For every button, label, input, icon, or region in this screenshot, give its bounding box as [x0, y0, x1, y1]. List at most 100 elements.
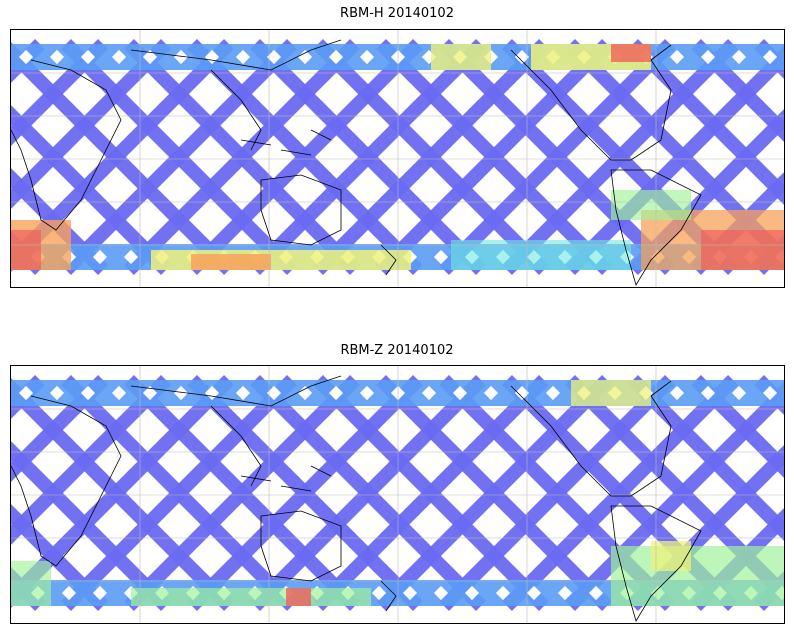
graticule — [11, 30, 784, 287]
hotspot-atlantic-fringe — [611, 190, 691, 220]
swath-line — [11, 375, 108, 482]
hotspot-north-atlantic-core — [611, 44, 651, 62]
africa-coastline — [11, 59, 122, 231]
band-gap — [297, 49, 313, 65]
band-gap — [359, 385, 375, 401]
hotspot-south-pacific — [151, 250, 411, 270]
band-gap — [433, 249, 449, 265]
band-gap — [421, 385, 437, 401]
swath-line — [250, 39, 486, 275]
africa-coastline — [11, 395, 122, 567]
swath-line — [61, 39, 297, 275]
swath-line — [313, 39, 549, 275]
band-gap — [297, 385, 313, 401]
band-gap — [514, 49, 530, 65]
band-gap — [495, 585, 511, 601]
indonesia-coastline — [240, 129, 332, 156]
swath-line — [502, 375, 738, 611]
swath-line — [11, 375, 171, 545]
swath-line — [61, 375, 297, 611]
map-panel-rbm-z — [10, 365, 785, 624]
band-gap — [700, 385, 716, 401]
indonesia-coastline — [240, 465, 332, 492]
band-gap — [371, 585, 387, 601]
band-gap — [452, 385, 468, 401]
swath-line — [124, 375, 360, 611]
asia-coastline — [130, 39, 342, 151]
band-gap — [669, 49, 685, 65]
band-gap — [588, 585, 604, 601]
swath-line — [439, 39, 675, 275]
hotspot-southwest-core — [11, 230, 41, 270]
asia-coastline — [130, 375, 342, 487]
band-gap — [18, 385, 34, 401]
hotspot-south-atlantic — [611, 546, 784, 606]
band-gap — [669, 385, 685, 401]
map-canvas-rbm-z — [11, 366, 784, 623]
swath-line — [691, 375, 784, 478]
panel-title-rbm-z: RBM-Z 20140102 — [340, 343, 454, 358]
swath-line — [124, 39, 360, 275]
band-gap — [464, 585, 480, 601]
band-gap — [483, 385, 499, 401]
hotspot-south-atlantic-core — [701, 230, 784, 270]
hotspot-southwest — [11, 561, 51, 606]
band-gap — [266, 49, 282, 65]
band-gap — [18, 49, 34, 65]
south-america-coastline — [610, 505, 702, 622]
panel-title-rbm-h: RBM-H 20140102 — [340, 6, 454, 21]
map-canvas-rbm-h — [11, 30, 784, 287]
band-gap — [49, 385, 65, 401]
australia-coastline — [260, 174, 342, 246]
south-america-coastline — [610, 169, 702, 286]
swath-line — [376, 375, 612, 611]
swath-line — [565, 382, 784, 611]
hotspot-south-pacific-core — [191, 254, 271, 270]
band-gap — [173, 385, 189, 401]
hotspot-southern-cyan — [451, 240, 631, 270]
swath-line — [691, 39, 784, 142]
new-zealand-coastline — [380, 244, 397, 276]
north-america-coastline — [510, 44, 672, 161]
coastlines — [11, 375, 702, 622]
band-gap — [111, 385, 127, 401]
band-gap — [235, 385, 251, 401]
band-gap — [266, 385, 282, 401]
band-gap — [514, 385, 530, 401]
band-gap — [762, 49, 778, 65]
hotspot-south-pacific — [131, 588, 371, 606]
swath-line — [313, 375, 549, 611]
band-gap — [526, 585, 542, 601]
band-gap — [328, 49, 344, 65]
band-gap — [49, 49, 65, 65]
swath-line — [502, 39, 738, 275]
graticule — [11, 366, 784, 623]
band-gap — [731, 49, 747, 65]
swath-line — [187, 375, 423, 611]
band-gap — [61, 585, 77, 601]
swath-line — [439, 375, 675, 611]
hotspot-north-pacific — [431, 44, 491, 70]
map-panel-rbm-h — [10, 29, 785, 288]
band-gap — [700, 49, 716, 65]
band-gap — [142, 385, 158, 401]
swath-line — [11, 39, 171, 209]
swath-line — [250, 375, 486, 611]
north-america-coastline — [510, 380, 672, 497]
band-gap — [545, 385, 561, 401]
band-gap — [402, 585, 418, 601]
hotspot-layer — [11, 380, 784, 606]
new-zealand-coastline — [380, 580, 397, 612]
band-gap — [762, 385, 778, 401]
swath-line — [11, 504, 108, 611]
hotspot-north-atlantic — [571, 380, 651, 406]
hotspot-south-pacific-spot — [286, 588, 311, 606]
swath-line — [187, 39, 423, 275]
band-gap — [328, 385, 344, 401]
swath-line — [11, 39, 108, 146]
coastlines — [11, 39, 702, 286]
band-gap — [731, 385, 747, 401]
band-gap — [80, 385, 96, 401]
band-gap — [433, 585, 449, 601]
band-gap — [557, 585, 573, 601]
